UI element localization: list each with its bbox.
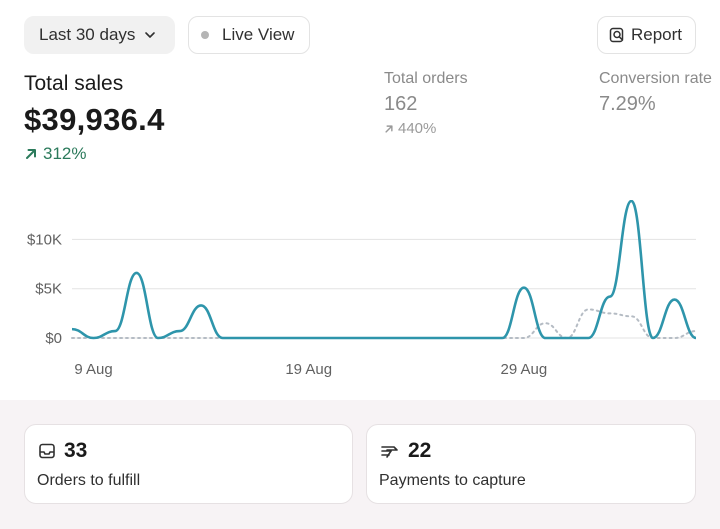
total-orders-metric[interactable]: Total orders 162 440% <box>384 70 468 137</box>
current-period-series-line <box>71 200 697 340</box>
total-sales-metric[interactable]: Total sales $39,936.4 312% <box>24 72 165 164</box>
live-status-dot-icon <box>201 31 209 39</box>
tasks-panel: 33 Orders to fulfill 22 Payments to capt… <box>0 400 720 529</box>
total-sales-value: $39,936.4 <box>24 102 165 137</box>
conversion-rate-metric[interactable]: Conversion rate 7.29% <box>599 70 720 116</box>
total-sales-change-value: 312% <box>43 144 87 163</box>
orders-to-fulfill-label: Orders to fulfill <box>37 472 141 489</box>
live-view-label: Live View <box>222 25 295 44</box>
total-orders-change-value: 440% <box>398 120 437 137</box>
x-tick-label: 19 Aug <box>285 361 332 378</box>
payments-to-capture-count: 22 <box>408 439 432 462</box>
total-orders-value: 162 <box>384 93 418 115</box>
conversion-rate-value: 7.29% <box>599 93 656 115</box>
x-tick-label: 29 Aug <box>501 361 548 378</box>
inbox-icon <box>39 443 55 459</box>
sales-line-chart[interactable]: $0 $5K $10K 9 Aug 19 Aug 29 Aug <box>0 200 720 390</box>
orders-to-fulfill-count: 33 <box>64 439 88 462</box>
arrow-up-right-icon <box>385 124 393 133</box>
report-search-icon <box>609 27 624 43</box>
payments-to-capture-card[interactable]: 22 Payments to capture <box>366 424 696 504</box>
date-range-label: Last 30 days <box>39 25 136 44</box>
arrow-up-right-icon <box>26 149 36 159</box>
y-tick-label: $0 <box>45 330 62 347</box>
total-sales-change: 312% <box>24 144 165 164</box>
total-orders-change: 440% <box>384 120 468 137</box>
x-tick-label: 9 Aug <box>74 361 112 378</box>
live-view-button[interactable]: Live View <box>188 16 310 54</box>
y-tick-label: $5K <box>35 281 62 298</box>
total-sales-label: Total sales <box>24 72 124 95</box>
conversion-rate-label: Conversion rate <box>599 70 712 87</box>
previous-period-series-line <box>71 308 697 340</box>
toolbar: Last 30 days Live View Report <box>0 0 720 60</box>
report-button[interactable]: Report <box>597 16 696 54</box>
orders-to-fulfill-card[interactable]: 33 Orders to fulfill <box>24 424 353 504</box>
chevron-down-icon <box>145 32 156 38</box>
report-label: Report <box>631 25 683 44</box>
date-range-button[interactable]: Last 30 days <box>24 16 175 54</box>
payments-to-capture-label: Payments to capture <box>379 472 526 489</box>
total-orders-label: Total orders <box>384 70 468 87</box>
y-tick-label: $10K <box>27 231 62 248</box>
payment-hand-icon <box>381 446 398 458</box>
